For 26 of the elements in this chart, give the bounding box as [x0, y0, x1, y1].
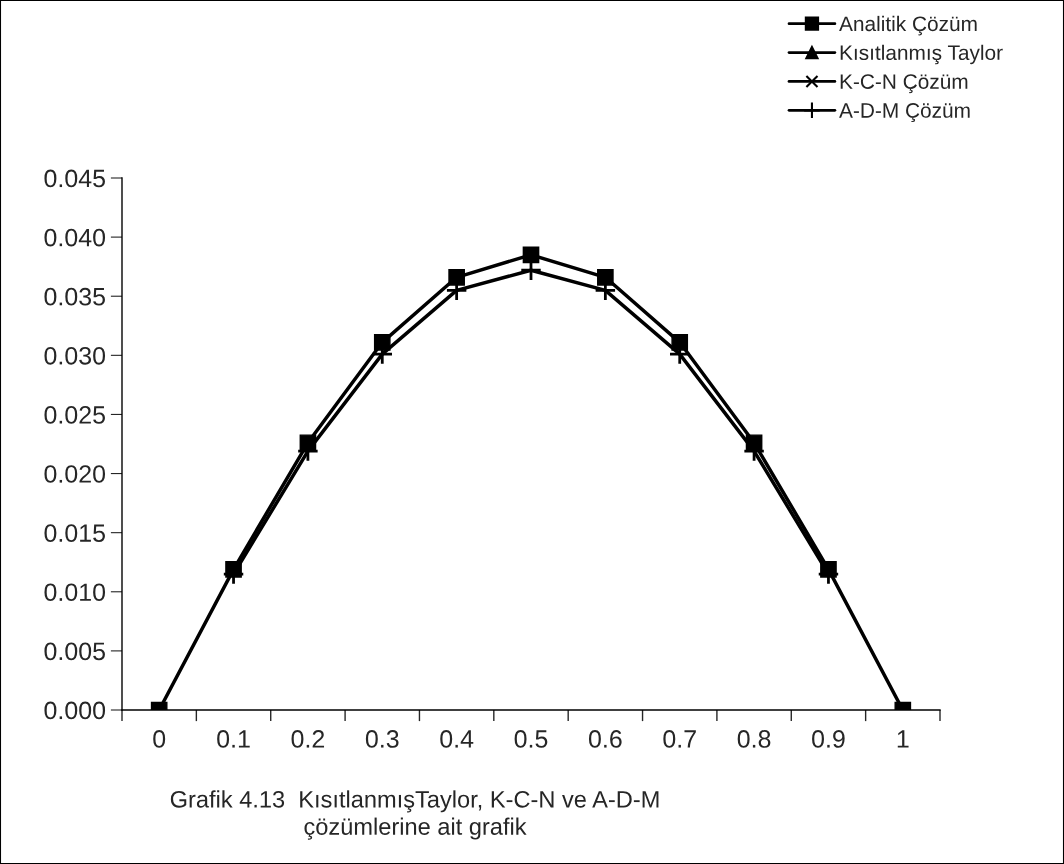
y-tick-label: 0.010: [44, 583, 106, 602]
x-tick-label: 1: [897, 730, 909, 748]
x-tick-label: 0.3: [365, 730, 399, 748]
x-tick-label: 0.6: [588, 730, 622, 748]
x-tick-label: 0.7: [663, 730, 696, 748]
legend-label: K-C-N Çözüm: [840, 74, 968, 94]
text: Grafik 4.13 KısıtlanmışTaylor, K-C-N ve A-D-M çözümlerine ait grafik: [170, 790, 659, 840]
legend-label: Kısıtlanmış Taylor: [840, 44, 1003, 65]
x-tick-label: 0.2: [291, 730, 325, 748]
legend-label: Analitik Çözüm: [839, 15, 977, 36]
y-tick-label: 0.015: [44, 524, 105, 542]
x-tick-label: 0.9: [812, 730, 845, 748]
x-tick-label: 0.5: [514, 730, 548, 748]
y-tick-label: 0.030: [44, 346, 106, 365]
y-tick-label: 0.040: [44, 228, 106, 247]
legend-label: A-D-M Çözüm: [839, 103, 970, 123]
y-tick-label: 0.045: [44, 169, 105, 188]
x-tick-label: 0.4: [440, 730, 474, 748]
y-tick-label: 0.025: [44, 406, 105, 424]
y-tick-label: 0.000: [44, 701, 106, 720]
x-tick-label: 0: [153, 730, 166, 748]
y-tick-label: 0.005: [44, 642, 105, 661]
x-tick-label: 0.8: [737, 730, 771, 748]
y-tick-label: 0.020: [44, 465, 106, 483]
y-tick-label: 0.035: [44, 287, 105, 306]
x-tick-label: 0.1: [217, 730, 250, 748]
